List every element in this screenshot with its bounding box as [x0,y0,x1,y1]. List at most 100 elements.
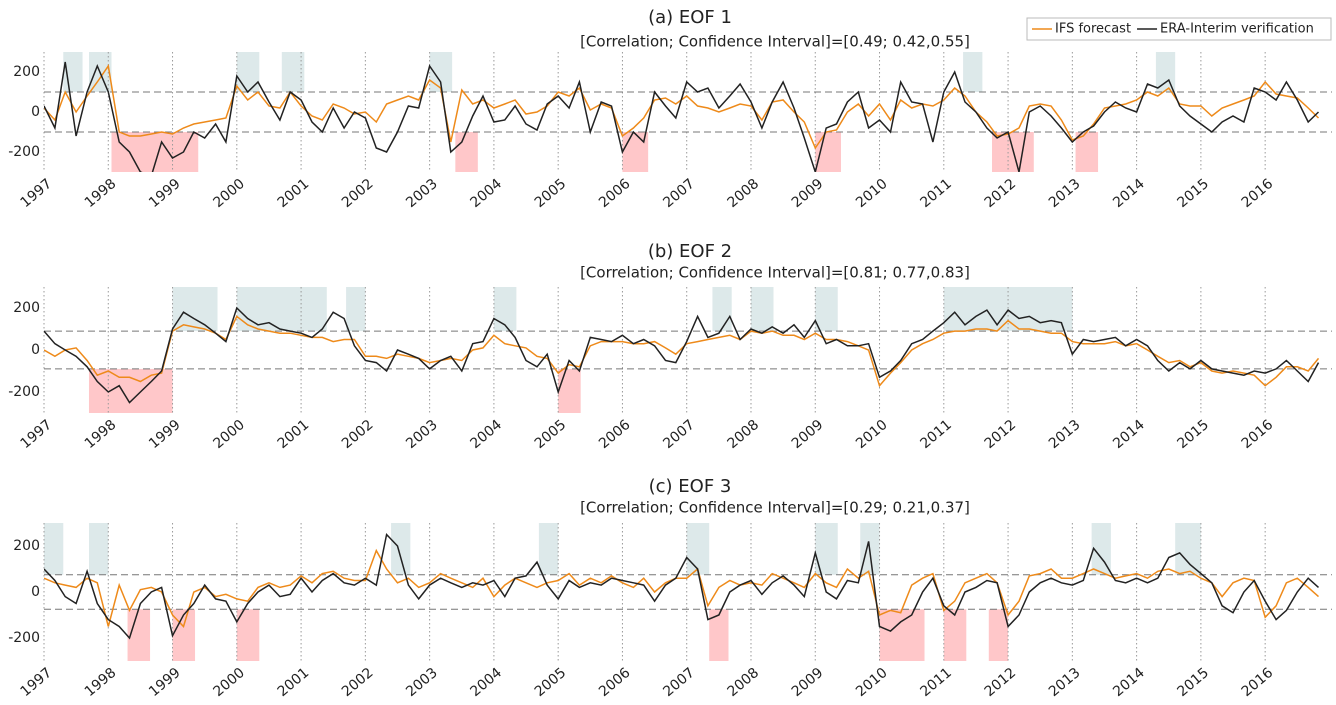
x-tick-label: 2008 [725,417,763,452]
y-tick-label: -200 [8,144,40,160]
x-tick-label: 1999 [146,417,184,452]
x-tick-label: 1998 [82,176,120,211]
x-tick-label: 2012 [982,665,1020,700]
x-tick-label: 2016 [1239,417,1277,452]
negative-span [815,132,841,172]
x-tick-label: 2001 [275,176,313,211]
legend-label: IFS forecast [1055,22,1131,37]
positive-span [815,287,838,332]
panel-subtitle: [Correlation; Confidence Interval]=[0.49… [580,33,970,51]
x-tick-label: 2007 [660,665,698,700]
negative-span [1075,132,1099,172]
positive-span [236,52,260,92]
x-tick-label: 2014 [1110,665,1148,700]
y-tick-label: 200 [13,300,40,316]
series-line [44,315,1320,388]
x-tick-label: 2015 [1174,665,1212,700]
negative-span [127,609,151,661]
x-tick-label: 2007 [660,176,698,211]
y-tick-label: -200 [8,630,40,646]
x-tick-label: 2003 [403,417,441,452]
x-tick-label: 2001 [275,417,313,452]
x-tick-label: 2006 [596,665,634,700]
positive-span [429,52,453,92]
x-tick-label: 2002 [339,665,377,700]
y-tick-label: -200 [8,384,40,400]
y-tick-label: 200 [13,64,40,80]
x-tick-label: 2015 [1174,176,1212,211]
legend: IFS forecast ERA-Interim verification [1026,17,1332,41]
positive-span [1155,52,1176,92]
positive-span [281,52,305,92]
x-tick-label: 2010 [853,417,891,452]
x-tick-label: 2014 [1110,176,1148,211]
x-tick-label: 2009 [789,665,827,700]
negative-span [943,609,967,661]
x-tick-label: 2002 [339,417,377,452]
x-tick-label: 2008 [725,176,763,211]
positive-span [172,287,218,332]
x-tick-label: 2002 [339,176,377,211]
series-line [44,61,1320,172]
x-tick-label: 2003 [403,665,441,700]
x-tick-label: 1997 [18,176,56,211]
positive-span [88,523,109,575]
positive-span [346,287,366,332]
x-tick-label: 1997 [18,417,56,452]
x-tick-label: 2011 [917,665,955,700]
series-line [44,64,1320,150]
negative-span [236,609,260,661]
panel-subtitle: [Correlation; Confidence Interval]=[0.81… [580,264,970,282]
negative-span [709,609,729,661]
positive-span [493,287,517,332]
panel-title: (b) EOF 2 [648,241,732,262]
positive-span [538,523,559,575]
panel-title: (c) EOF 3 [649,476,732,497]
x-tick-label: 2006 [596,176,634,211]
x-tick-label: 2012 [982,176,1020,211]
x-tick-label: 1999 [146,176,184,211]
negative-span [88,368,173,413]
x-tick-label: 2000 [210,417,248,452]
x-tick-label: 2011 [917,176,955,211]
x-tick-label: 2013 [1046,176,1084,211]
y-tick-label: 200 [13,538,40,554]
panel-title: (a) EOF 1 [648,7,732,28]
positive-span [1175,523,1201,575]
x-tick-label: 2006 [596,417,634,452]
panel-subtitle: [Correlation; Confidence Interval]=[0.29… [580,499,970,517]
x-tick-label: 1998 [82,417,120,452]
positive-span [686,523,710,575]
x-tick-label: 2004 [467,417,505,452]
legend-box [1026,17,1332,41]
positive-span [712,287,732,332]
x-tick-label: 2009 [789,176,827,211]
x-tick-label: 2011 [917,417,955,452]
x-tick-label: 2005 [532,417,570,452]
x-tick-label: 2005 [532,176,570,211]
x-tick-label: 2009 [789,417,827,452]
x-tick-label: 1999 [146,665,184,700]
panel: 1997 1998 1999 2000 2001 2002 2003 2004 2005 2006… [8,241,1332,452]
x-tick-label: 2010 [853,176,891,211]
y-tick-label: 0 [31,342,40,358]
series-line [44,548,1319,628]
x-tick-label: 2004 [467,665,505,700]
x-tick-label: 2010 [853,665,891,700]
x-tick-label: 1997 [18,665,56,700]
positive-span [44,523,64,575]
x-tick-label: 2014 [1110,417,1148,452]
x-tick-label: 2013 [1046,417,1084,452]
positive-span [1091,523,1111,575]
x-tick-label: 2001 [275,665,313,700]
x-tick-label: 2015 [1174,417,1212,452]
positive-span [391,523,411,575]
x-tick-label: 2013 [1046,665,1084,700]
y-tick-label: 0 [31,104,40,120]
x-tick-label: 1998 [82,665,120,700]
negative-span [455,132,478,172]
x-tick-label: 2012 [982,417,1020,452]
positive-span [750,287,774,332]
